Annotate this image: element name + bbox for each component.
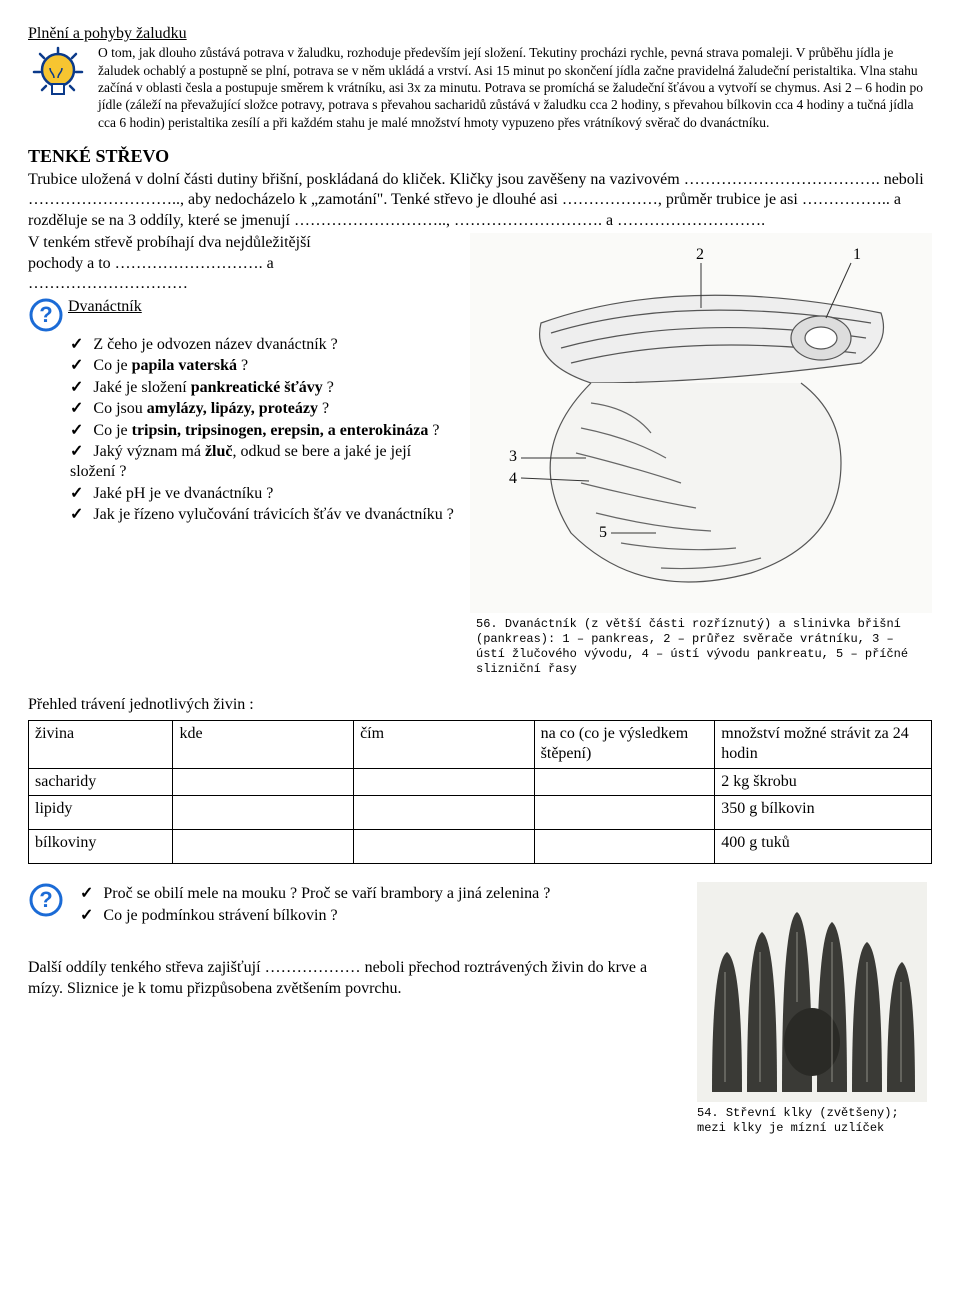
table-cell: bílkoviny bbox=[29, 830, 173, 864]
svg-text:?: ? bbox=[39, 887, 52, 912]
list-item: Jaký význam má žluč, odkud se bere a jak… bbox=[70, 442, 458, 483]
table-cell bbox=[173, 830, 354, 864]
table-row: živina kde čím na co (co je výsledkem št… bbox=[29, 720, 932, 768]
table-cell bbox=[534, 830, 715, 864]
paragraph-intro: Trubice uložená v dolní části dutiny bři… bbox=[28, 170, 932, 231]
table-cell: kde bbox=[173, 720, 354, 768]
figure-villi bbox=[697, 882, 927, 1102]
paragraph-processes-1: V tenkém střevě probíhají dva nejdůležit… bbox=[28, 233, 458, 253]
table-row: lipidy 350 g bílkovin bbox=[29, 796, 932, 830]
table-cell bbox=[534, 768, 715, 795]
table-cell: 400 g tuků bbox=[715, 830, 932, 864]
list-item: Co je papila vaterská ? bbox=[70, 356, 458, 376]
table-cell bbox=[173, 796, 354, 830]
table-cell bbox=[173, 768, 354, 795]
fig-label-4: 4 bbox=[509, 470, 517, 487]
figure-caption: 56. Dvanáctník (z větší části rozříznutý… bbox=[470, 613, 932, 677]
list-item: Jaké pH je ve dvanáctníku ? bbox=[70, 484, 458, 504]
table-cell bbox=[354, 830, 535, 864]
list-item: Jak je řízeno vylučování trávicích šťáv … bbox=[70, 505, 458, 525]
table-row: bílkoviny 400 g tuků bbox=[29, 830, 932, 864]
paragraph-processes-3: ………………………… bbox=[28, 274, 458, 294]
table-cell: 350 g bílkovin bbox=[715, 796, 932, 830]
list-item: Jaké je složení pankreatické šťávy ? bbox=[70, 378, 458, 398]
paragraph-processes-2: pochody a to ………………………. a bbox=[28, 254, 458, 274]
fig-label-1: 1 bbox=[853, 246, 861, 263]
list-item: Co je tripsin, tripsinogen, erepsin, a e… bbox=[70, 421, 458, 441]
figure-villi-caption: 54. Střevní klky (zvětšeny); mezi klky j… bbox=[697, 1102, 932, 1136]
svg-text:?: ? bbox=[39, 302, 52, 327]
fig-label-3: 3 bbox=[509, 448, 517, 465]
table-cell bbox=[354, 768, 535, 795]
list-item: Co jsou amylázy, lipázy, proteázy ? bbox=[70, 399, 458, 419]
fig-label-2: 2 bbox=[696, 246, 704, 263]
table-cell: živina bbox=[29, 720, 173, 768]
table-row: sacharidy 2 kg škrobu bbox=[29, 768, 932, 795]
paragraph-absorption: Další oddíly tenkého střeva zajišťují ……… bbox=[28, 958, 679, 999]
question-list-1: Z čeho je odvozen název dvanáctník ? Co … bbox=[28, 335, 458, 526]
table-cell: čím bbox=[354, 720, 535, 768]
question-mark-icon: ? bbox=[28, 882, 68, 918]
figure-duodenum: 1 2 3 4 5 bbox=[470, 233, 932, 613]
lightbulb-icon bbox=[28, 44, 98, 114]
list-item: Z čeho je odvozen název dvanáctník ? bbox=[70, 335, 458, 355]
table-cell: lipidy bbox=[29, 796, 173, 830]
section-stomach: Plnění a pohyby žaludku O tom, jak dlouh… bbox=[28, 24, 932, 131]
table-cell: 2 kg škrobu bbox=[715, 768, 932, 795]
digestion-table: živina kde čím na co (co je výsledkem št… bbox=[28, 720, 932, 864]
fig-label-5: 5 bbox=[599, 524, 607, 541]
list-item: Proč se obilí mele na mouku ? Proč se va… bbox=[80, 884, 679, 904]
table-cell: množství možné strávit za 24 hodin bbox=[715, 720, 932, 768]
question-mark-icon: ? bbox=[28, 297, 68, 333]
table-caption: Přehled trávení jednotlivých živin : bbox=[28, 695, 932, 715]
heading-tenke-strevo: TENKÉ STŘEVO bbox=[28, 145, 932, 168]
table-cell bbox=[534, 796, 715, 830]
list-item: Co je podmínkou strávení bílkovin ? bbox=[80, 906, 679, 926]
table-cell bbox=[354, 796, 535, 830]
table-cell: na co (co je výsledkem štěpení) bbox=[534, 720, 715, 768]
section-title: Plnění a pohyby žaludku bbox=[28, 24, 932, 44]
question-list-2: Proč se obilí mele na mouku ? Proč se va… bbox=[68, 884, 679, 926]
section-body: O tom, jak dlouho zůstává potrava v žalu… bbox=[98, 44, 932, 130]
subheading-dvanactnik: Dvanáctník bbox=[68, 297, 458, 317]
table-cell: sacharidy bbox=[29, 768, 173, 795]
